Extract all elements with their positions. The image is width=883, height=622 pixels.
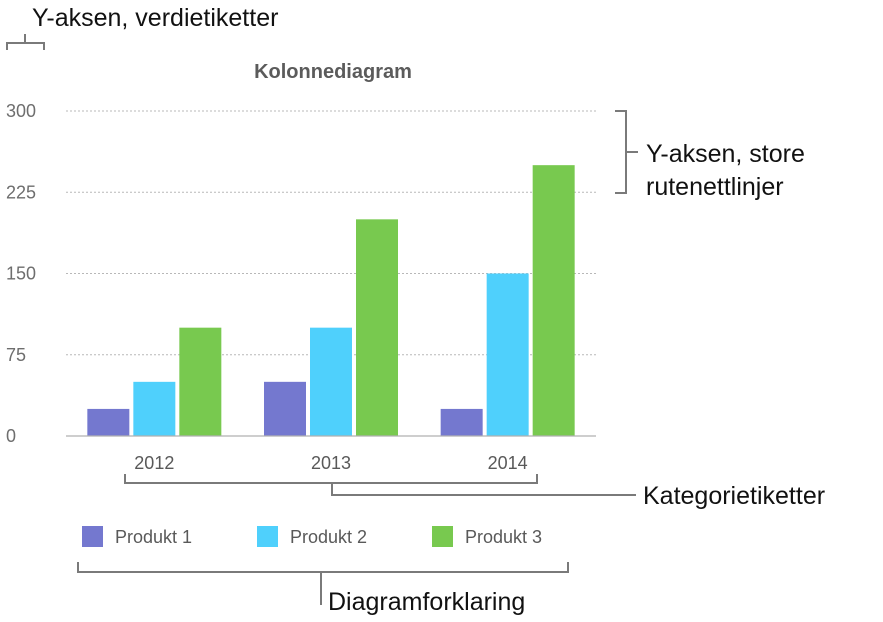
bar-produkt-2-2014	[486, 273, 529, 436]
y-tick-label: 225	[6, 182, 36, 202]
bar-produkt-3-2014	[532, 165, 575, 436]
legend-label: Produkt 2	[290, 527, 367, 547]
bar-produkt-2-2013	[310, 327, 352, 436]
legend: Produkt 1 Produkt 2 Produkt 3	[82, 526, 542, 547]
y-tick-label: 0	[6, 426, 16, 446]
y-tick-label: 300	[6, 101, 36, 121]
category-labels: 2012 2013 2014	[134, 453, 527, 473]
category-labels-bracket	[124, 474, 538, 484]
callout-legend: Diagramforklaring	[328, 588, 525, 616]
legend-swatch	[82, 526, 103, 547]
callout-y-axis-labels: Y-aksen, verdietiketter	[32, 4, 278, 32]
category-label: 2012	[134, 453, 174, 473]
category-labels-leader	[331, 483, 636, 496]
bar-produkt-3-2013	[356, 219, 398, 436]
gridlines-bracket	[615, 110, 627, 194]
y-axis-tick-labels: 0 75 150 225 300	[6, 101, 36, 446]
bar-produkt-1-2012	[87, 408, 130, 436]
bar-produkt-1-2013	[264, 381, 306, 436]
y-axis-labels-bracket	[6, 42, 45, 50]
y-tick-label: 150	[6, 264, 36, 284]
category-label: 2013	[311, 453, 351, 473]
legend-swatch	[257, 526, 278, 547]
chart-title: Kolonnediagram	[254, 61, 412, 83]
callout-gridlines-line2: rutenettlinjer	[646, 173, 784, 201]
y-tick-label: 75	[6, 345, 26, 365]
callout-gridlines-line1: Y-aksen, store	[646, 140, 805, 168]
category-label: 2014	[488, 453, 528, 473]
legend-swatch	[432, 526, 453, 547]
bars	[87, 165, 575, 436]
bar-produkt-2-2012	[133, 381, 176, 436]
legend-bracket	[77, 562, 569, 573]
callout-category-labels: Kategorietiketter	[643, 482, 825, 510]
bar-produkt-3-2012	[179, 327, 222, 436]
legend-label: Produkt 3	[465, 527, 542, 547]
legend-label: Produkt 1	[115, 527, 192, 547]
bar-produkt-1-2014	[440, 408, 483, 436]
